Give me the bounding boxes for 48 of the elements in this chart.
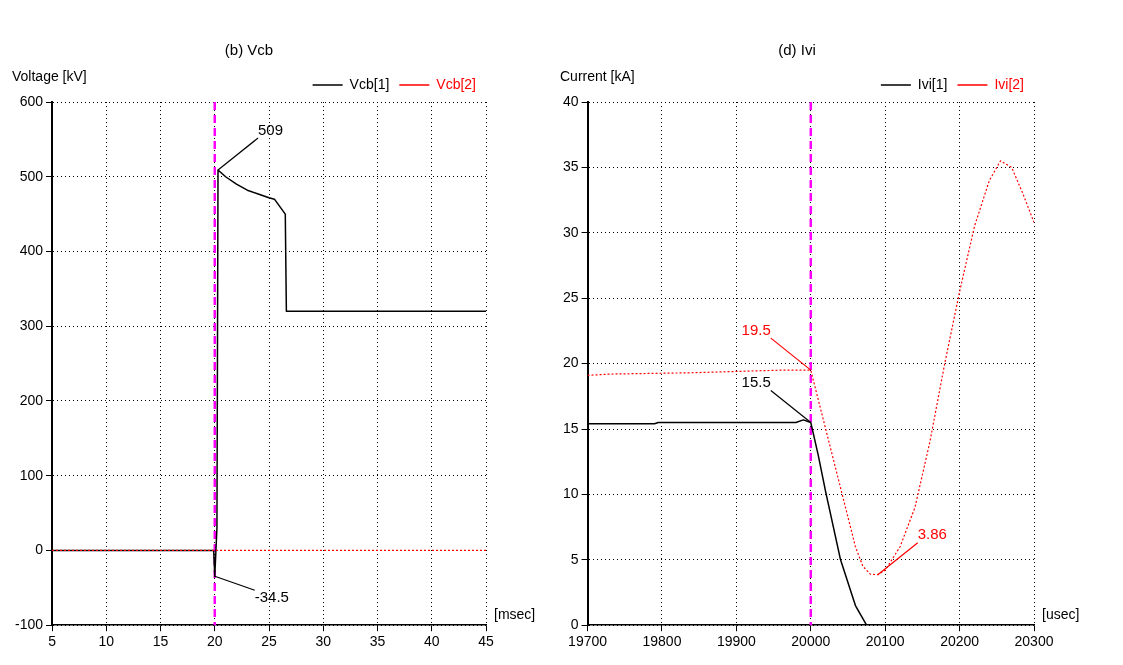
annotation: -34.5	[254, 587, 289, 605]
y-tick-label: -100	[14, 616, 44, 633]
y-tick-label: 600	[19, 92, 44, 109]
chart-title: (b) Vcb	[224, 41, 274, 59]
legend-label: Vcb[1]	[349, 75, 390, 92]
x-tick-label: 20000	[791, 633, 831, 650]
y-tick-label: 300	[19, 317, 44, 334]
y-tick-label: 15	[562, 419, 579, 436]
y-tick-label: 40	[562, 92, 579, 109]
x-axis-title: [usec]	[1042, 606, 1080, 623]
annotation: 15.5	[741, 373, 771, 391]
y-tick-label: 0	[570, 616, 579, 633]
annotation: 19.5	[741, 320, 771, 338]
x-tick-label: 20300	[1014, 633, 1054, 650]
y-tick-label: 100	[19, 466, 44, 483]
annotation: 509	[258, 120, 284, 138]
x-tick-label: 5	[48, 633, 57, 650]
y-tick-label: 500	[19, 167, 44, 184]
x-tick-label: 19900	[716, 633, 757, 650]
y-tick-label: 35	[562, 158, 579, 175]
x-tick-label: 19700	[568, 633, 608, 650]
x-tick-label: 15	[152, 633, 169, 650]
y-tick-label: 400	[19, 242, 44, 259]
y-tick-label: 20	[562, 354, 579, 371]
y-tick-label: 5	[570, 550, 579, 567]
x-tick-label: 20200	[940, 633, 980, 650]
x-tick-label: 10	[98, 633, 115, 650]
x-tick-label: 30	[315, 633, 332, 650]
y-tick-label: 25	[562, 289, 579, 306]
y-tick-label: 0	[35, 541, 44, 558]
x-axis-title: [msec]	[494, 606, 536, 623]
y-axis-title: Voltage [kV]	[12, 67, 87, 84]
x-tick-label: 19800	[642, 633, 682, 650]
legend-label: Ivi[1]	[917, 75, 948, 92]
x-tick-label: 20100	[865, 633, 905, 650]
x-tick-label: 40	[423, 633, 440, 650]
y-tick-label: 200	[19, 391, 44, 408]
x-tick-label: 20	[206, 633, 223, 650]
y-tick-label: 10	[562, 485, 579, 502]
legend-label: Ivi[2]	[994, 75, 1025, 92]
y-axis-title: Current [kA]	[560, 67, 635, 84]
chart-title: (d) Ivi	[778, 41, 816, 59]
x-tick-label: 35	[369, 633, 386, 650]
annotation: 3.86	[917, 525, 947, 543]
legend-label: Vcb[2]	[436, 75, 477, 92]
y-tick-label: 30	[562, 223, 579, 240]
x-tick-label: 45	[478, 633, 494, 650]
x-tick-label: 25	[261, 633, 278, 650]
